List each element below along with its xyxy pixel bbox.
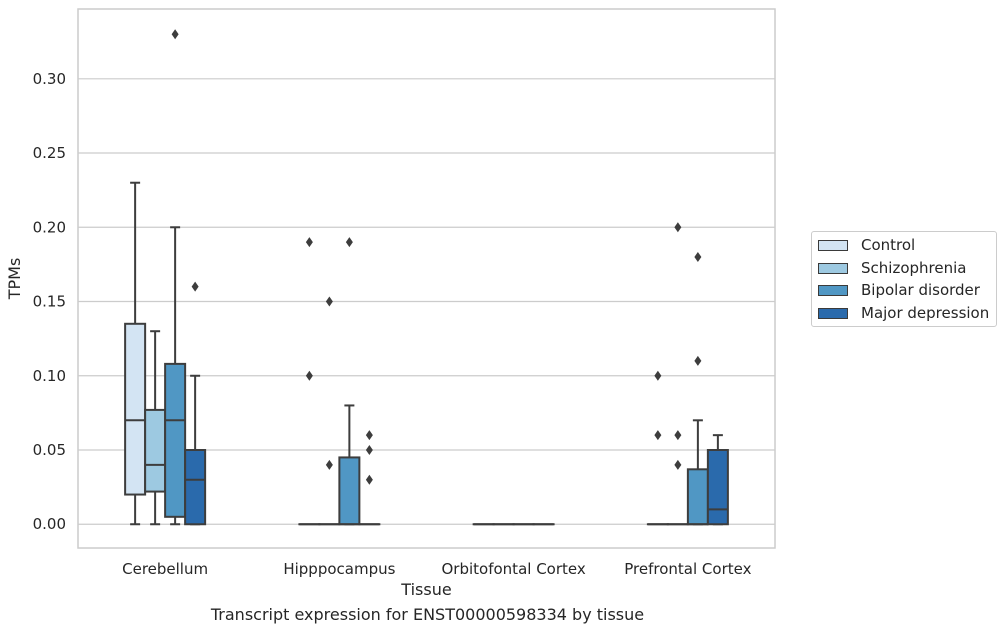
legend-swatch-major-depression [818, 307, 848, 319]
box-bipolar-disorder-cerebellum [164, 29, 187, 526]
legend-item-major-depression: Major depression [818, 302, 989, 324]
outlier-point [674, 459, 682, 470]
x-axis-label: Tissue [400, 580, 451, 599]
legend-item-schizophrenia: Schizophrenia [818, 257, 966, 279]
box-iqr [184, 449, 207, 526]
y-tick-label: 0.30 [33, 70, 66, 88]
y-tick-label: 0.15 [33, 293, 66, 311]
outlier-point [191, 281, 199, 292]
box-major-depression-prefrontal-cortex [706, 434, 729, 526]
outlier-point [674, 222, 682, 233]
legend-label-schizophrenia: Schizophrenia [861, 259, 967, 277]
outlier-point [305, 370, 313, 381]
box-control-prefrontal-cortex [646, 370, 669, 526]
outlier-point [305, 237, 313, 248]
outlier-point [345, 237, 353, 248]
box-schizophrenia-hipppocampus [318, 296, 341, 526]
legend-label-major-depression: Major depression [861, 304, 990, 322]
outlier-point [674, 430, 682, 441]
box-iqr [338, 456, 361, 526]
x-tick-label-orbitofontal-cortex: Orbitofontal Cortex [442, 560, 586, 578]
legend-item-bipolar-disorder: Bipolar disorder [818, 279, 980, 301]
box-major-depression-cerebellum [184, 281, 207, 526]
outlier-point [171, 29, 179, 40]
box-schizophrenia-prefrontal-cortex [666, 222, 689, 526]
outlier-point [694, 355, 702, 366]
x-tick-label-prefrontal-cortex: Prefrontal Cortex [624, 560, 751, 578]
box-control-cerebellum [124, 181, 147, 526]
x-tick-label-cerebellum: Cerebellum [122, 560, 208, 578]
y-tick-label: 0.10 [33, 367, 66, 385]
outlier-point [654, 370, 662, 381]
y-tick-labels: 0.00 0.05 0.10 0.15 0.20 0.25 0.30 [33, 70, 66, 533]
legend-label-bipolar-disorder: Bipolar disorder [861, 281, 980, 299]
legend-swatch-bipolar-disorder [818, 284, 848, 296]
y-tick-label: 0.05 [33, 441, 66, 459]
outlier-point [365, 430, 373, 441]
box-iqr [706, 449, 729, 526]
box-major-depression-hipppocampus [358, 430, 381, 526]
box-iqr [144, 408, 167, 493]
legend-swatch-schizophrenia [818, 262, 848, 274]
x-tick-labels: Cerebellum Hipppocampus Orbitofontal Corte… [122, 560, 751, 578]
box-iqr [124, 322, 147, 496]
outlier-point [694, 251, 702, 262]
y-tick-label: 0.25 [33, 144, 66, 162]
y-tick-label: 0.20 [33, 218, 66, 236]
legend-swatch-control [818, 239, 848, 251]
box-bipolar-disorder-prefrontal-cortex [686, 251, 709, 526]
outlier-point [325, 296, 333, 307]
outlier-point [365, 474, 373, 485]
box-schizophrenia-cerebellum [144, 330, 167, 526]
y-axis-label: TPMs [5, 258, 24, 301]
box-control-hipppocampus [298, 237, 321, 526]
chart-title: Transcript expression for ENST0000059833… [210, 605, 645, 624]
legend-label-control: Control [861, 236, 916, 254]
x-tick-label-hipppocampus: Hipppocampus [283, 560, 395, 578]
box-iqr [164, 362, 187, 518]
box-bipolar-disorder-hipppocampus [338, 237, 361, 526]
box-series [124, 29, 729, 526]
legend-item-control: Control [818, 234, 915, 256]
legend: Control Schizophrenia Bipolar disorder M… [811, 231, 997, 327]
box-iqr [686, 468, 709, 526]
plot-area-frame [77, 8, 776, 549]
outlier-point [654, 430, 662, 441]
outlier-point [365, 445, 373, 455]
outlier-point [325, 459, 333, 470]
y-tick-label: 0.00 [33, 515, 66, 533]
